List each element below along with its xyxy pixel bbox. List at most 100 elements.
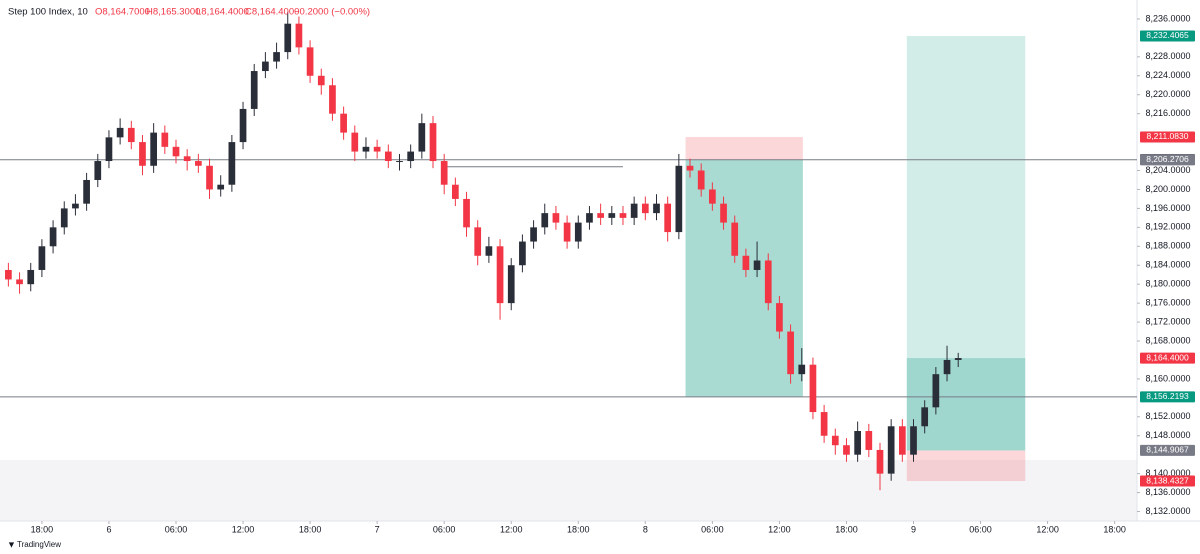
x-tick-label: 06:00	[433, 524, 456, 534]
candle-body	[127, 127, 135, 143]
candle-body	[731, 222, 739, 256]
x-tick-label: 12:00	[1036, 524, 1059, 534]
candle-body	[943, 359, 951, 375]
y-tick-label: 8,220.0000	[1145, 89, 1190, 99]
candle-body	[463, 198, 470, 228]
position-zone	[685, 136, 803, 160]
price-tag-label: 8,211.0830	[1147, 131, 1189, 141]
candle-body	[764, 260, 772, 304]
x-tick-label: 18:00	[1103, 524, 1126, 534]
candle-body	[440, 161, 448, 185]
candle-body	[530, 227, 537, 242]
candle-body	[653, 203, 660, 214]
price-tag-label: 8,156.2193	[1146, 391, 1189, 401]
x-tick-label: 06:00	[969, 524, 992, 534]
x-tick-label: 06:00	[165, 524, 188, 534]
x-tick-label: 06:00	[701, 524, 724, 534]
candle-body	[239, 108, 247, 143]
y-tick-label: 8,236.0000	[1145, 13, 1190, 23]
y-tick-label: 8,196.0000	[1145, 203, 1190, 213]
candle-body	[630, 203, 638, 218]
candle-body	[452, 184, 459, 199]
candle-body	[284, 23, 292, 53]
price-tag-label: 8,144.9067	[1146, 445, 1189, 455]
y-tick-label: 8,172.0000	[1145, 316, 1190, 326]
y-tick-label: 8,228.0000	[1145, 51, 1190, 61]
candle-body	[407, 151, 415, 162]
candle-body	[295, 23, 303, 48]
position-zone	[685, 159, 803, 397]
x-tick-label: 18:00	[31, 524, 54, 534]
x-tick-label: 9	[911, 524, 916, 534]
candle-body	[273, 52, 280, 62]
x-tick-label: 7	[375, 524, 380, 534]
candle-body	[340, 113, 347, 133]
candle-body	[686, 165, 694, 171]
candle-body	[83, 179, 90, 204]
candle-body	[709, 189, 716, 204]
candle-body	[485, 246, 493, 256]
legend-value: L8,164.4000	[196, 7, 249, 18]
candle-body	[72, 203, 79, 209]
y-tick-label: 8,216.0000	[1145, 108, 1190, 118]
price-tag	[1140, 391, 1195, 403]
candle-body	[5, 269, 12, 280]
x-tick-label: 12:00	[768, 524, 791, 534]
legend: Step 100 Index, 10 O8,164.7000 H8,165.30…	[8, 7, 370, 18]
x-tick-label: 18:00	[567, 524, 590, 534]
candle-body	[865, 431, 873, 450]
position-zone	[906, 450, 1026, 482]
legend-value: −0.2000 (−0.00%)	[294, 7, 370, 18]
candle-body	[742, 255, 750, 270]
chart-title: Step 100 Index, 10	[8, 7, 88, 18]
y-tick-label: 8,184.0000	[1145, 260, 1190, 270]
candle-body	[105, 137, 113, 162]
x-tick-label: 6	[106, 524, 111, 534]
candle-body	[932, 374, 940, 408]
legend-value: O8,164.7000	[95, 7, 150, 18]
candle-body	[317, 75, 325, 86]
price-tag	[1140, 154, 1195, 166]
candle-body	[116, 127, 124, 138]
legend-value: H8,165.3000	[146, 7, 200, 18]
candle-body	[250, 71, 258, 109]
y-tick-label: 8,192.0000	[1145, 222, 1190, 232]
candle-body	[776, 303, 783, 332]
candle-body	[172, 146, 180, 157]
position-zone	[906, 35, 1026, 451]
brand: TradingView	[17, 540, 61, 549]
candle-body	[887, 426, 895, 474]
y-tick-label: 8,140.0000	[1145, 468, 1190, 478]
candle-body	[753, 260, 761, 270]
candle-body	[843, 445, 850, 455]
candle-body	[139, 142, 146, 166]
y-tick-label: 8,168.0000	[1145, 335, 1190, 345]
candle-body	[373, 146, 381, 152]
price-tag-label: 8,206.2706	[1146, 154, 1189, 164]
price-tag-label: 8,164.4000	[1146, 352, 1189, 362]
candle-body	[574, 222, 582, 242]
candle-body	[396, 161, 403, 163]
candle-body	[262, 61, 269, 72]
x-tick-label: 12:00	[232, 524, 255, 534]
candle-body	[552, 213, 560, 223]
candle-body	[720, 203, 727, 223]
candle-body	[664, 203, 672, 233]
candle-body	[60, 208, 68, 228]
candle-body	[94, 161, 102, 180]
legend-value: C8,164.4000	[245, 7, 299, 18]
candle-body	[474, 227, 482, 256]
y-tick-label: 8,132.0000	[1145, 506, 1190, 516]
y-tick-label: 8,152.0000	[1145, 411, 1190, 421]
price-tag	[1140, 475, 1195, 487]
candle-body	[150, 132, 158, 166]
candle-body	[362, 146, 370, 152]
candle-body	[49, 227, 57, 247]
candle-body	[798, 364, 806, 375]
candle-body	[418, 123, 426, 152]
price-tag	[1140, 131, 1195, 143]
y-tick-label: 8,224.0000	[1145, 70, 1190, 80]
candle-body	[921, 407, 929, 427]
price-tag	[1140, 352, 1195, 364]
